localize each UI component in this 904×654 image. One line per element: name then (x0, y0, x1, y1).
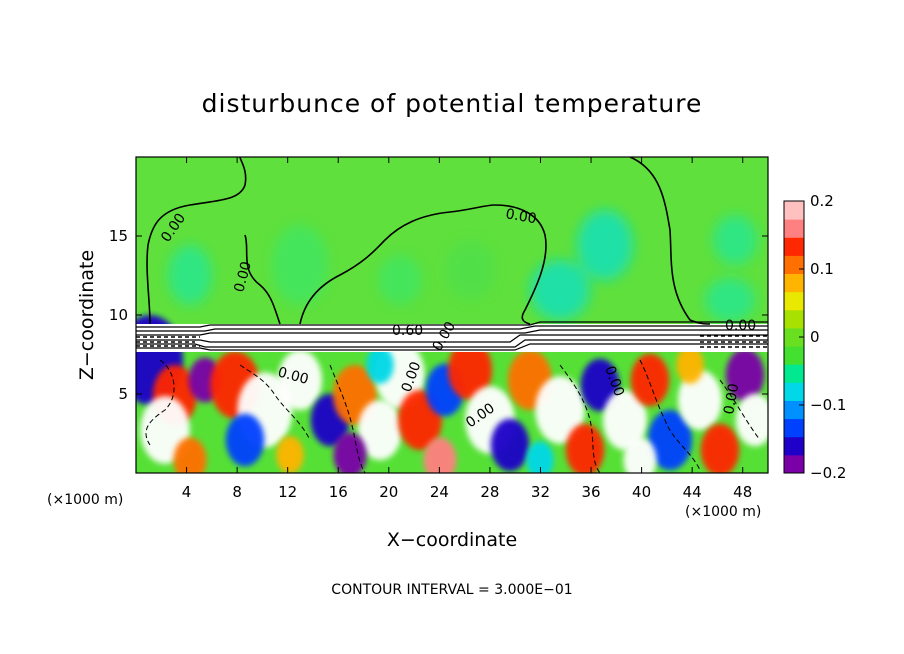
contour-label: 0.00 (231, 260, 255, 294)
contour-dashed-lower (145, 359, 761, 473)
colorbar-swatch (784, 273, 804, 293)
colorbar-tick-label: 0.2 (810, 192, 834, 210)
x-tick-label: 44 (683, 483, 702, 501)
turbulence-eddy (173, 437, 207, 473)
colorbar-swatch (784, 346, 804, 365)
contour-interval-note: CONTOUR INTERVAL = 3.000E−01 (331, 582, 572, 598)
contour-label: 0.60 (392, 323, 423, 339)
y-tick-label: 15 (109, 227, 128, 245)
upper-blob (168, 245, 212, 305)
x-tick-label: 48 (733, 483, 752, 501)
contour-label: 0.00 (725, 318, 756, 334)
upper-field (136, 157, 768, 332)
colorbar-tick-label: 0 (810, 328, 820, 346)
x-tick-label: 36 (581, 483, 600, 501)
turbulence-eddy (648, 410, 692, 470)
colorbar-swatch (784, 237, 804, 256)
x-axis-label: X−coordinate (387, 529, 517, 551)
colorbar-swatch (784, 364, 804, 383)
colorbar-swatch (784, 201, 804, 220)
turbulence-eddy (565, 423, 605, 473)
x-tick-label: 40 (632, 483, 651, 501)
x-tick-label: 8 (232, 483, 242, 501)
turbulence-eddy (278, 350, 322, 410)
turbulence-eddy (630, 353, 670, 407)
turbulence-eddy (526, 441, 554, 473)
upper-anomalies (168, 210, 757, 322)
plot-area (136, 157, 768, 473)
zero-contour-upper (146, 157, 711, 325)
stable-band-dashed (136, 335, 768, 348)
turbulence-eddy (448, 340, 492, 400)
colorbar-swatch (784, 291, 804, 311)
x-axis: 4 8 12 16 20 24 28 32 36 40 44 48 (182, 157, 752, 501)
chart-title: disturbunce of potential temperature (202, 89, 703, 118)
y-tick-label: 5 (118, 385, 128, 403)
turbulence-eddy (276, 436, 304, 473)
turbulence-eddy (490, 418, 530, 472)
turbulence-eddy (366, 346, 394, 384)
turbulence-eddy (623, 437, 657, 473)
contour-label: 0.00 (276, 364, 310, 388)
turbulence-eddy (678, 370, 722, 430)
colorbar-swatch (784, 219, 804, 238)
colorbar-swatch (784, 255, 804, 275)
turbulence-eddy (735, 393, 768, 447)
colorbar: 0.2 0.1 0 −0.1 −0.2 (783, 192, 846, 482)
contour-label: 0.00 (721, 382, 742, 415)
y-tick-label: 10 (109, 306, 128, 324)
upper-blob (530, 260, 590, 320)
turbulence-eddy (225, 413, 265, 467)
stable-band-contours (136, 321, 768, 351)
colorbar-tick-label: −0.1 (810, 396, 846, 414)
turbulence-eddy (603, 390, 647, 450)
colorbar-swatch (784, 327, 804, 347)
y-axis-label: Z−coordinate (76, 250, 98, 380)
turbulence-eddy (700, 423, 740, 473)
turbulence-eddy (725, 348, 765, 402)
colorbar-swatch (784, 400, 804, 420)
turbulence-eddy (535, 376, 585, 444)
y-axis: 5 10 15 (109, 227, 768, 403)
upper-blob (577, 210, 633, 280)
x-tick-label: 16 (329, 483, 348, 501)
turbulence-eddy (358, 400, 402, 460)
colorbar-swatch (784, 382, 804, 401)
x-tick-label: 12 (278, 483, 297, 501)
colorbar-swatch (784, 418, 804, 438)
upper-blob (445, 240, 495, 300)
contour-label: 0.00 (504, 206, 537, 227)
turbulence-eddy (676, 346, 704, 384)
stable-layer (136, 321, 768, 352)
colorbar-swatch (784, 454, 804, 474)
turbulence-eddy (423, 437, 457, 473)
x-tick-label: 20 (379, 483, 398, 501)
turbulence-eddy (580, 358, 620, 412)
x-unit-left: (×1000 m) (47, 492, 123, 508)
upper-blob (272, 225, 328, 305)
x-unit-right: (×1000 m) (685, 504, 761, 520)
upper-blob (705, 278, 755, 322)
x-tick-label: 28 (480, 483, 499, 501)
colorbar-tick-label: −0.2 (810, 464, 846, 482)
colorbar-tick-label: 0.1 (810, 260, 834, 278)
x-tick-label: 4 (182, 483, 192, 501)
upper-blob (378, 255, 422, 305)
colorbar-swatch (784, 309, 804, 329)
x-tick-label: 32 (531, 483, 550, 501)
upper-blob (713, 215, 757, 265)
x-tick-label: 24 (430, 483, 449, 501)
turbulence-pattern (136, 315, 768, 473)
colorbar-swatch (784, 436, 804, 456)
turbulence-eddy (333, 432, 367, 473)
